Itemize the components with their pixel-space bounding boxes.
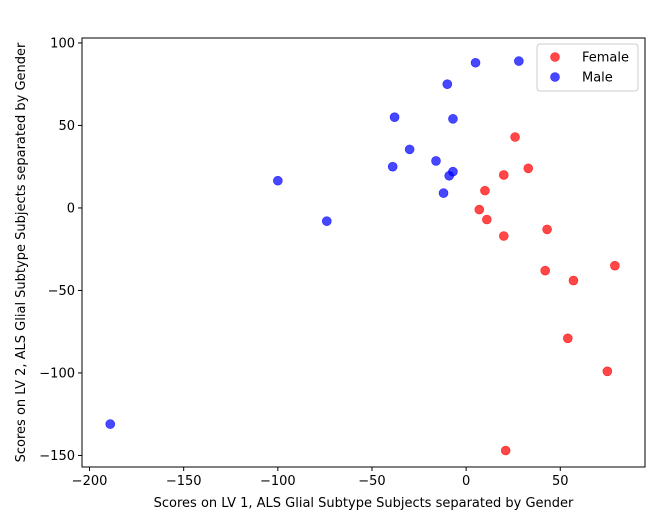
point-male bbox=[470, 57, 481, 68]
legend-label-male: Male bbox=[582, 71, 613, 86]
x-axis-label: Scores on LV 1, ALS Glial Subtype Subjec… bbox=[154, 496, 574, 511]
point-female bbox=[500, 445, 511, 456]
point-male bbox=[448, 114, 458, 124]
x-axis-ticks: −200 −150 −100 −50 0 50 bbox=[72, 467, 569, 489]
x-tick-label: 50 bbox=[552, 474, 569, 489]
y-tick-label: −100 bbox=[39, 366, 75, 381]
point-female bbox=[480, 185, 490, 196]
point-female bbox=[523, 163, 534, 174]
x-tick-label: −200 bbox=[72, 474, 108, 489]
point-male bbox=[321, 216, 332, 226]
point-female bbox=[498, 231, 509, 241]
points-layer bbox=[105, 56, 620, 456]
legend-label-female: Female bbox=[582, 51, 629, 66]
y-axis-label: Scores on LV 2, ALS Glial Subtype Subjec… bbox=[14, 42, 29, 462]
x-tick-label: −50 bbox=[358, 474, 385, 489]
y-tick-label: −150 bbox=[39, 449, 75, 464]
point-male bbox=[444, 170, 454, 181]
point-female bbox=[562, 333, 573, 344]
x-tick-label: −150 bbox=[166, 474, 202, 489]
x-tick-label: 0 bbox=[462, 474, 470, 489]
point-male bbox=[514, 56, 524, 66]
legend-marker-female bbox=[550, 52, 560, 62]
point-male bbox=[431, 156, 441, 166]
y-tick-label: 50 bbox=[58, 119, 75, 134]
point-female bbox=[610, 260, 620, 271]
x-tick-label: −100 bbox=[260, 474, 296, 489]
point-male bbox=[442, 79, 453, 89]
point-female bbox=[498, 170, 509, 180]
y-axis-ticks: −150 −100 −50 0 50 100 bbox=[39, 36, 82, 464]
point-male bbox=[404, 144, 415, 155]
legend: Female Male bbox=[536, 43, 639, 92]
point-female bbox=[602, 366, 613, 377]
point-male bbox=[438, 188, 449, 198]
point-female bbox=[474, 204, 485, 215]
y-tick-label: 100 bbox=[50, 36, 75, 51]
legend-marker-male bbox=[550, 72, 560, 82]
point-male bbox=[105, 419, 116, 429]
point-female bbox=[540, 265, 551, 276]
y-tick-label: −50 bbox=[48, 284, 75, 299]
point-female bbox=[510, 132, 520, 142]
point-male bbox=[273, 175, 283, 186]
plot-frame bbox=[81, 37, 646, 468]
point-female bbox=[482, 214, 492, 225]
point-female bbox=[542, 224, 552, 235]
y-tick-label: 0 bbox=[67, 201, 75, 216]
legend-box bbox=[536, 43, 639, 92]
point-female bbox=[568, 275, 579, 286]
point-male bbox=[389, 112, 400, 122]
point-male bbox=[387, 161, 398, 172]
